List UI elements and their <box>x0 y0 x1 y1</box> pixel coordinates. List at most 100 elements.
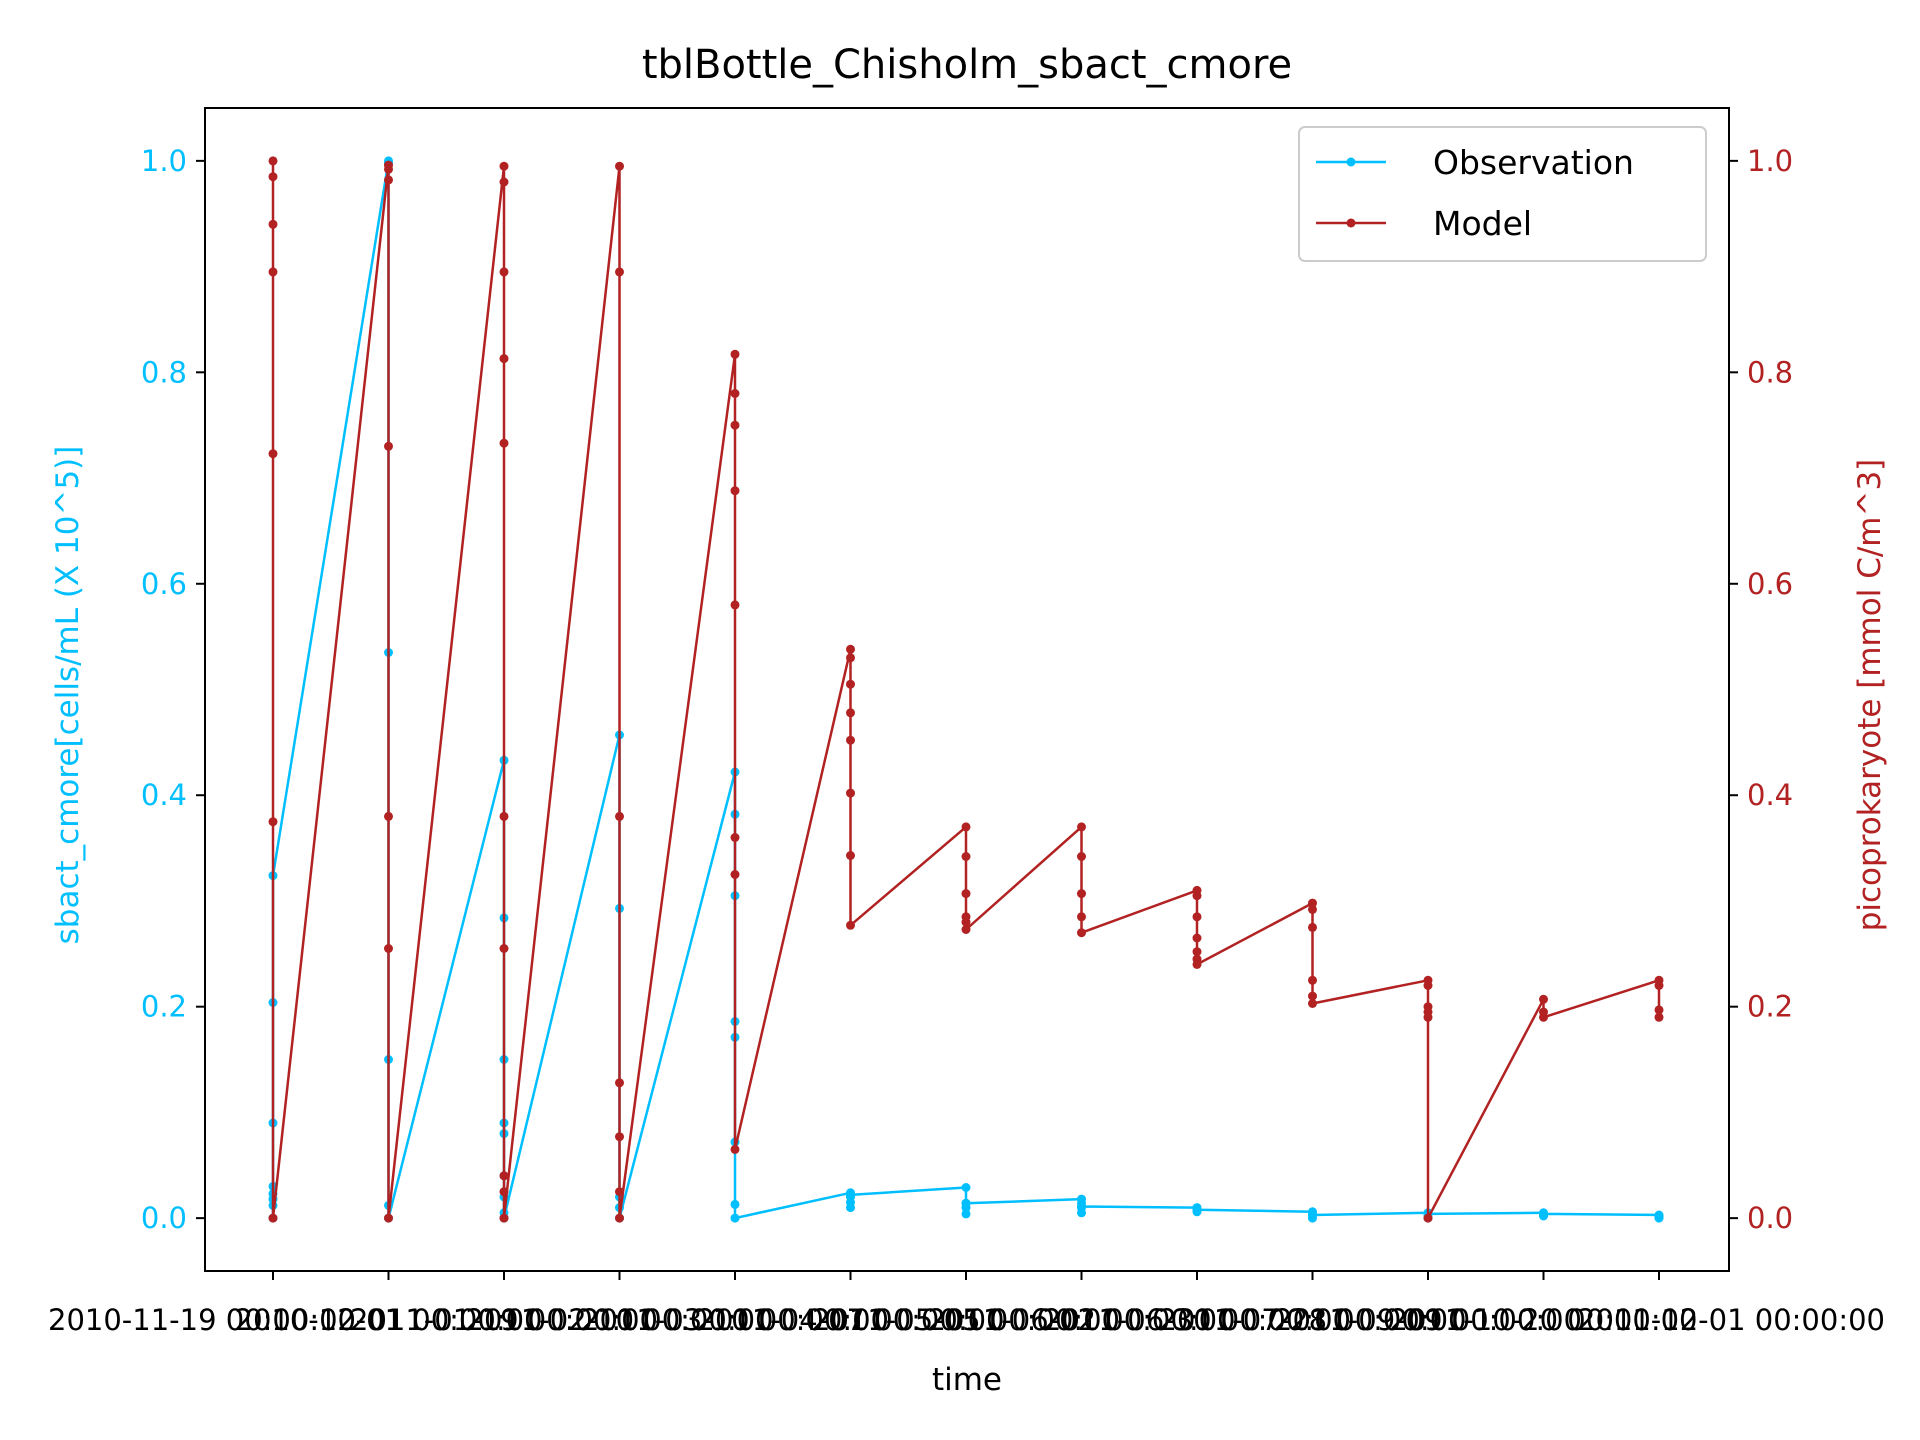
model-point <box>1192 933 1202 943</box>
observation-point <box>1077 1208 1086 1218</box>
model-point <box>961 852 971 861</box>
model-point <box>499 438 509 448</box>
x-tick-label: 2010-11-19 00:00:00 <box>48 1303 356 1337</box>
left-y-axis: 0.0 0.2 0.4 0.6 0.8 1.0 <box>141 144 205 1235</box>
x-tick-label: 2011-10-20 00:00:00 <box>1390 1303 1698 1337</box>
model-point <box>1192 947 1202 957</box>
observation-point <box>961 1183 971 1192</box>
model-point <box>268 156 278 166</box>
right-y-tick-label: 0.0 <box>1747 1201 1793 1235</box>
observation-point <box>730 1199 740 1209</box>
model-point <box>384 441 393 451</box>
x-tick-label: 2011-06-30 00:00:00 <box>1043 1303 1351 1337</box>
model-point <box>1308 991 1317 1001</box>
model-point <box>1077 928 1086 938</box>
model-point <box>1077 852 1086 861</box>
legend-model-marker <box>1346 218 1356 228</box>
model-point <box>1654 981 1664 990</box>
model-point <box>1308 904 1317 914</box>
observation-point <box>1077 1202 1086 1211</box>
model-point <box>1654 1012 1664 1022</box>
x-axis-label: time <box>932 1362 1002 1398</box>
left-y-tick-label: 0.2 <box>141 990 187 1024</box>
model-point <box>384 944 393 953</box>
model-point <box>846 735 855 745</box>
model-point <box>1308 975 1317 985</box>
legend-box <box>1298 126 1707 262</box>
observation-point <box>1654 1212 1664 1222</box>
left-y-tick-label: 0.4 <box>141 778 187 812</box>
x-tick-label: 2011-05-05 00:00:00 <box>812 1303 1120 1337</box>
left-y-tick-label: 1.0 <box>141 144 187 178</box>
model-point <box>1077 912 1086 922</box>
model-point <box>615 811 624 821</box>
model-point <box>961 822 971 832</box>
observation-point <box>846 1203 855 1213</box>
model-point <box>268 449 278 459</box>
model-point <box>1423 981 1433 990</box>
model-point <box>499 1187 509 1197</box>
model-point <box>499 944 509 953</box>
model-point <box>268 817 278 827</box>
model-point <box>1423 1213 1433 1223</box>
model-point <box>268 267 278 277</box>
x-tick-label: 2011-12-01 00:00:00 <box>1577 1303 1885 1337</box>
legend-observation-label: Observation <box>1433 143 1634 182</box>
model-point <box>961 925 971 934</box>
x-tick-label: 2011-09-09 00:00:00 <box>1274 1303 1582 1337</box>
model-point <box>615 161 624 171</box>
x-tick-label: 2011-02-10 00:00:00 <box>466 1303 774 1337</box>
model-point <box>1077 822 1086 832</box>
model-point <box>961 889 971 899</box>
model-point <box>1308 898 1317 908</box>
model-point <box>268 1213 278 1223</box>
legend-observation-marker <box>1346 157 1356 167</box>
model-point <box>499 811 509 821</box>
model-point <box>615 1078 624 1088</box>
model-point <box>846 708 855 718</box>
left-y-axis-label: sbact_cmore[cells/mL (X 10^5)] <box>50 446 86 945</box>
right-y-tick-label: 1.0 <box>1747 144 1793 178</box>
left-y-tick-label: 0.0 <box>141 1201 187 1235</box>
model-point <box>384 164 393 174</box>
model-point <box>846 653 855 663</box>
x-tick-label: 2011-04-07 00:00:00 <box>697 1303 1005 1337</box>
x-tick-label: 2011-06-02 00:00:00 <box>928 1303 1236 1337</box>
observation-point <box>1539 1209 1548 1219</box>
right-y-tick-label: 0.4 <box>1747 778 1793 812</box>
model-point <box>730 1144 740 1154</box>
model-point <box>384 1213 393 1223</box>
model-point <box>499 1171 509 1181</box>
model-point <box>730 389 740 398</box>
model-point <box>846 920 855 930</box>
model-point <box>384 811 393 821</box>
model-point <box>615 1213 624 1223</box>
model-point <box>1308 922 1317 932</box>
right-y-axis-label: picoprokaryote [mmol C/m^3] <box>1852 459 1888 932</box>
model-point <box>499 1213 509 1223</box>
model-point <box>1192 912 1202 922</box>
model-point <box>615 1132 624 1142</box>
right-y-tick-label: 0.8 <box>1747 355 1793 389</box>
model-point <box>1192 959 1202 969</box>
x-tick-label: 2011-07-28 00:00:00 <box>1159 1303 1467 1337</box>
right-y-axis: 0.0 0.2 0.4 0.6 0.8 1.0 <box>1729 144 1793 1235</box>
model-point <box>846 788 855 798</box>
right-y-tick-label: 0.2 <box>1747 990 1793 1024</box>
observation-point <box>961 1209 971 1219</box>
model-point <box>846 679 855 689</box>
x-tick-label: 2010-12-01 00:00:00 <box>235 1303 543 1337</box>
legend-model-label: Model <box>1433 204 1532 243</box>
model-point <box>1192 891 1202 901</box>
model-point <box>615 267 624 277</box>
observation-point <box>1308 1210 1317 1220</box>
model-point <box>499 161 509 171</box>
chart-title: tblBottle_Chisholm_sbact_cmore <box>642 42 1292 88</box>
model-point <box>961 917 971 927</box>
model-point <box>615 1187 624 1197</box>
model-series <box>268 156 1664 1223</box>
model-point <box>499 177 509 187</box>
model-point <box>1539 994 1548 1004</box>
